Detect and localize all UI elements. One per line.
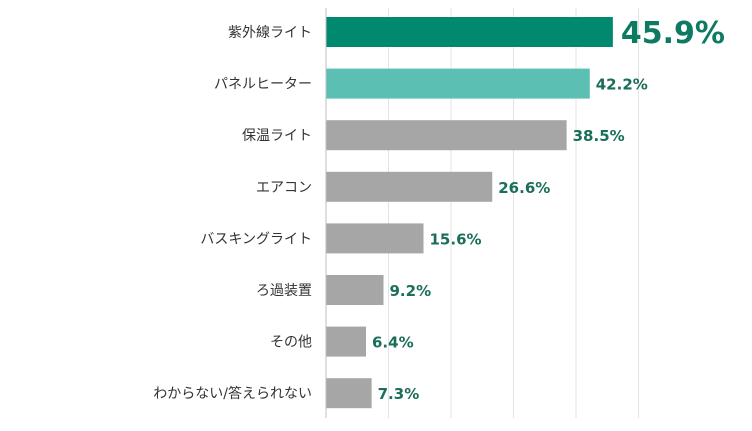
- bar: [326, 17, 613, 47]
- bar: [326, 120, 567, 151]
- category-label: 保温ライト: [242, 128, 312, 144]
- data-label: 26.6%: [498, 179, 550, 197]
- category-label: その他: [270, 335, 312, 351]
- bar: [326, 171, 493, 202]
- bar: [326, 275, 384, 305]
- category-label: バスキングライト: [200, 231, 312, 247]
- data-label: 9.2%: [390, 282, 432, 300]
- data-label: 15.6%: [430, 230, 482, 248]
- bar: [326, 326, 366, 357]
- bars: [326, 17, 613, 409]
- labels: 紫外線ライト 45.9% パネルヒーター 42.2% 保温ライト 38.5% エアコン 26.…: [153, 16, 725, 403]
- data-label: 38.5%: [573, 127, 625, 145]
- category-label: わからない/答えられない: [153, 385, 312, 402]
- data-label: 45.9%: [621, 16, 725, 51]
- category-label: エアコン: [256, 180, 312, 196]
- bar: [326, 223, 424, 254]
- category-label: 紫外線ライト: [228, 25, 312, 41]
- category-label: パネルヒーター: [214, 77, 312, 93]
- bar: [326, 378, 372, 409]
- bar: [326, 68, 590, 99]
- data-label: 42.2%: [596, 76, 648, 94]
- category-label: ろ過装置: [256, 283, 312, 299]
- data-label: 6.4%: [372, 334, 414, 352]
- data-label: 7.3%: [378, 385, 420, 403]
